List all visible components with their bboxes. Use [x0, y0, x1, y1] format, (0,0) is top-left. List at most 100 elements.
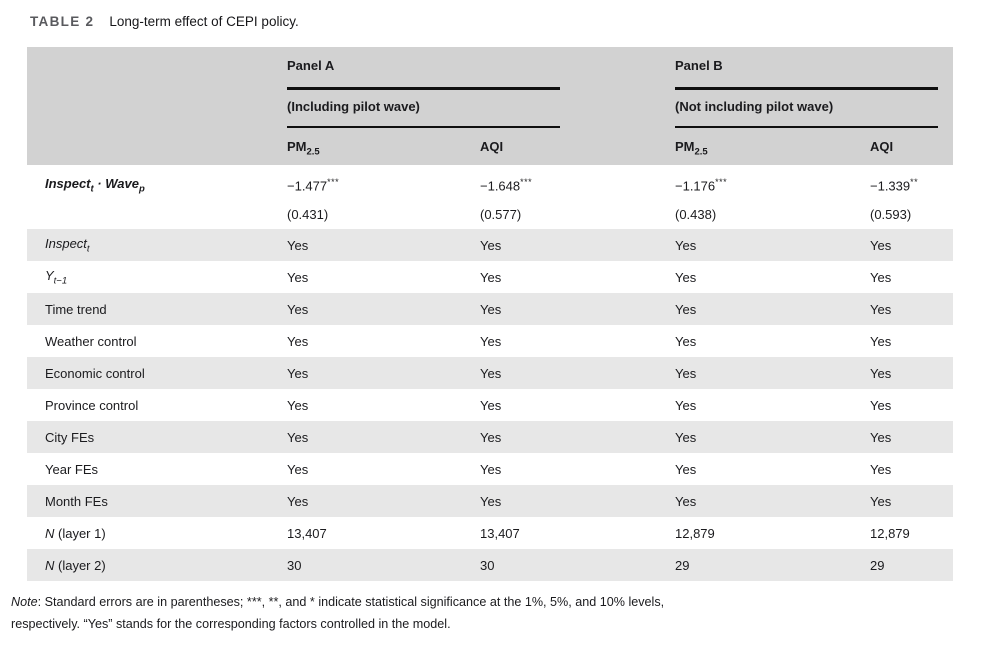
row-label: N (layer 1) — [27, 526, 287, 541]
cell-value: Yes — [870, 429, 892, 445]
cell-value: Yes — [675, 333, 697, 349]
table-note: Note: Standard errors are in parentheses… — [11, 592, 961, 635]
label-segment: (layer 1) — [54, 525, 106, 541]
table-row: Inspectt Yes Yes Yes Yes — [27, 229, 953, 261]
table-caption: Long-term effect of CEPI policy. — [109, 14, 299, 29]
cell-value: Yes — [675, 429, 697, 445]
cell-value: Yes — [675, 397, 697, 413]
label-segment: Year FEs — [45, 461, 98, 477]
row-label: Year FEs — [27, 462, 287, 477]
cell-value: Yes — [870, 461, 892, 477]
cell-value: Yes — [287, 429, 309, 445]
row-label: Month FEs — [27, 494, 287, 509]
coefficient: −1.339 — [870, 178, 911, 194]
label-segment: Time trend — [45, 301, 107, 317]
cell-value: Yes — [480, 461, 502, 477]
table-row: N (layer 1) 13,407 13,407 12,879 12,879 — [27, 517, 953, 549]
cell-standard-error: (0.431) — [287, 206, 329, 222]
coefficient: −1.477 — [287, 178, 328, 194]
row-label: Time trend — [27, 302, 287, 317]
label-segment: p — [138, 183, 145, 195]
cell-value: Yes — [675, 269, 697, 285]
cell-value: −1.477*** — [287, 177, 480, 193]
note-line-2: respectively. “Yes” stands for the corre… — [11, 616, 451, 631]
cell-value: Yes — [287, 269, 309, 285]
coefficient-row: Inspectt · Wavep −1.477*** −1.648*** −1.176… — [27, 165, 953, 229]
label-segment: City FEs — [45, 429, 95, 445]
cell-value: Yes — [675, 237, 697, 253]
table-number: TABLE 2 — [30, 14, 95, 29]
standard-error-line: (0.431) (0.577) (0.438) (0.593) — [27, 199, 953, 229]
label-segment: Month FEs — [45, 493, 108, 509]
panel-a-column-headers: PM2.5 AQI — [287, 128, 560, 158]
cell-value: Yes — [480, 333, 502, 349]
label-segment: Province control — [45, 397, 139, 413]
panel-b-rule-top — [675, 87, 938, 90]
table-row: Year FEs Yes Yes Yes Yes — [27, 453, 953, 485]
row-label: Weather control — [27, 334, 287, 349]
cell-value: Yes — [480, 269, 502, 285]
table-header: Panel A (Including pilot wave) PM2.5 AQI… — [27, 47, 953, 165]
cell-value: Yes — [675, 365, 697, 381]
cell-value: Yes — [480, 237, 502, 253]
table-body: Inspectt · Wavep −1.477*** −1.648*** −1.176… — [27, 165, 953, 581]
cell-value: 12,879 — [675, 525, 715, 541]
pm-label: PM — [675, 139, 695, 154]
cell-standard-error: (0.438) — [675, 206, 717, 222]
cell-value: Yes — [870, 493, 892, 509]
row-label: Economic control — [27, 366, 287, 381]
label-segment: Inspect — [45, 175, 91, 191]
label-segment: t — [90, 183, 94, 195]
cell-value: 30 — [287, 557, 302, 573]
row-label: Inspectt · Wavep — [27, 176, 287, 195]
table-row: N (layer 2) 30 30 29 29 — [27, 549, 953, 581]
cell-value: 29 — [870, 557, 885, 573]
label-segment: Weather control — [45, 333, 137, 349]
cell-value: Yes — [675, 461, 697, 477]
label-segment: t−1 — [53, 275, 68, 287]
column-header-aqi: AQI — [480, 139, 504, 154]
label-segment: t — [86, 243, 90, 255]
label-segment: (layer 2) — [54, 557, 106, 573]
cell-value: Yes — [287, 397, 309, 413]
cell-value: Yes — [870, 333, 892, 349]
table-row: Yt−1 Yes Yes Yes Yes — [27, 261, 953, 293]
panel-a-subtitle: (Including pilot wave) — [287, 98, 420, 114]
cell-value: Yes — [675, 301, 697, 317]
cell-value: 13,407 — [287, 525, 327, 541]
significance-stars: *** — [327, 176, 340, 187]
panel-a-rule-top — [287, 87, 560, 90]
cell-value: Yes — [480, 301, 502, 317]
cell-value: Yes — [480, 365, 502, 381]
note-label: Note — [11, 595, 38, 609]
cell-value: Yes — [287, 237, 309, 253]
cell-value: Yes — [480, 493, 502, 509]
cell-value: −1.339** — [870, 177, 953, 193]
coefficient: −1.176 — [675, 178, 716, 194]
significance-stars: *** — [520, 176, 533, 187]
significance-stars: ** — [910, 176, 919, 187]
table-row: Time trend Yes Yes Yes Yes — [27, 293, 953, 325]
label-segment: N — [45, 525, 55, 541]
significance-stars: *** — [715, 176, 728, 187]
panel-b-title: Panel B — [675, 58, 723, 73]
cell-value: Yes — [480, 429, 502, 445]
row-label: Yt−1 — [27, 268, 287, 287]
label-segment: Inspect — [45, 235, 87, 251]
table-title: TABLE 2 Long-term effect of CEPI policy. — [30, 13, 299, 30]
cell-value: Yes — [870, 365, 892, 381]
cell-value: Yes — [287, 493, 309, 509]
cell-value: Yes — [675, 493, 697, 509]
pm-label: PM — [287, 139, 307, 154]
cell-value: 29 — [675, 557, 690, 573]
regression-table: Panel A (Including pilot wave) PM2.5 AQI… — [27, 47, 953, 581]
cell-value: Yes — [287, 365, 309, 381]
label-segment: N — [45, 557, 55, 573]
panel-b-rule-bottom — [675, 125, 938, 128]
table-row: Economic control Yes Yes Yes Yes — [27, 357, 953, 389]
cell-value: 30 — [480, 557, 495, 573]
cell-standard-error: (0.577) — [480, 206, 522, 222]
panel-b-header: Panel B (Not including pilot wave) PM2.5… — [675, 58, 938, 165]
row-label: City FEs — [27, 430, 287, 445]
